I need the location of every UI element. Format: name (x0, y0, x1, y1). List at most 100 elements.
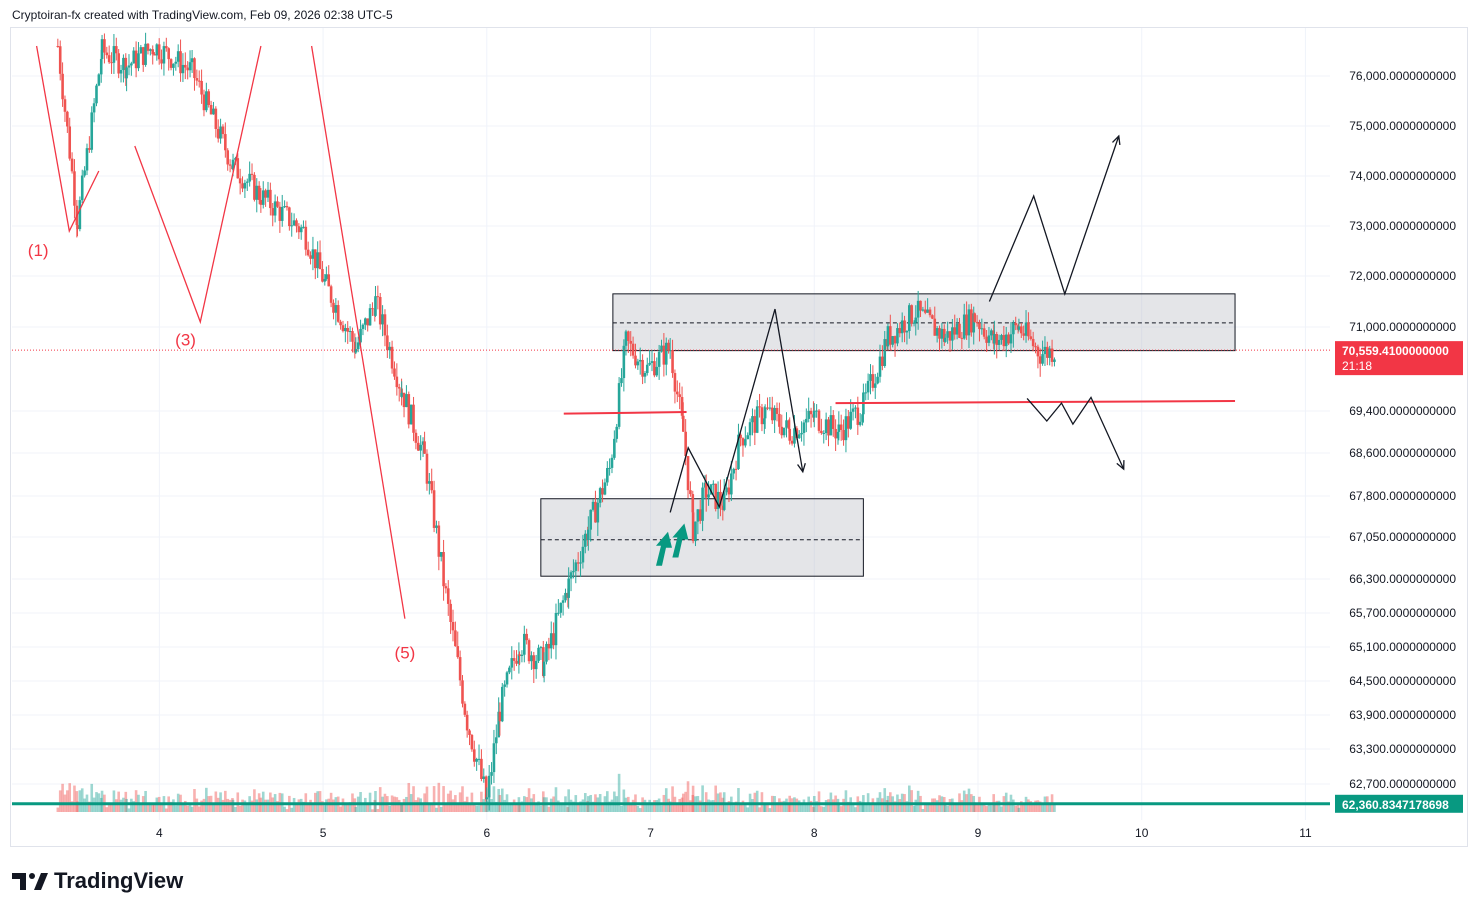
volume-bar (839, 806, 843, 812)
volume-bar (456, 803, 460, 812)
volume-bar (591, 801, 595, 812)
y-tick-label: 69,400.0000000000 (1349, 404, 1456, 418)
candle-body (421, 441, 425, 445)
candle-body (1017, 326, 1021, 330)
volume-bar (285, 809, 289, 812)
candle-body (316, 252, 319, 269)
candle-body (271, 208, 275, 216)
y-tick-label: 68,600.0000000000 (1349, 446, 1456, 460)
candle-body (788, 428, 792, 441)
candle-body (155, 44, 159, 56)
volume-bar (684, 791, 687, 812)
volume-bar (622, 789, 626, 812)
candle-body (505, 672, 509, 685)
candle-body (485, 797, 489, 800)
volume-bar (914, 799, 918, 812)
volume-bar (686, 781, 690, 812)
candle-body (56, 46, 60, 47)
volume-bar (962, 790, 966, 812)
candle-body (188, 62, 192, 71)
candle-body (753, 416, 757, 433)
volume-bar (923, 803, 927, 812)
candle-body (202, 94, 206, 111)
volume-bar (797, 800, 801, 812)
candle-body (451, 621, 455, 631)
candle-body (681, 415, 685, 432)
volume-bar (202, 798, 206, 812)
candle-body (209, 104, 213, 115)
candle-body (978, 323, 981, 330)
candle-body (1038, 356, 1042, 364)
volume-bar (449, 790, 452, 812)
candle-body (898, 328, 902, 334)
volume-bar (119, 799, 123, 812)
candle-body (458, 657, 462, 681)
volume-bar (608, 801, 611, 812)
volume-bar (139, 804, 143, 812)
candle-body (500, 686, 504, 722)
candle-body (470, 734, 474, 750)
volume-bar (572, 801, 575, 812)
candle-body (532, 655, 536, 670)
candle-body (645, 364, 649, 374)
candle-body (923, 309, 927, 313)
candle-body (606, 468, 609, 483)
candle-body (610, 457, 614, 468)
candle-body (243, 182, 247, 189)
candle-body (304, 226, 308, 250)
x-tick-label: 7 (647, 826, 654, 840)
volume-bar (1022, 802, 1025, 812)
candle-body (547, 643, 551, 649)
candle-body (889, 326, 892, 345)
volume-bar (660, 805, 663, 812)
candle-body (805, 418, 808, 423)
candle-body (748, 422, 752, 436)
volume-bar (508, 804, 511, 812)
volume-bar (397, 799, 401, 812)
candle-body (534, 660, 538, 670)
volume-bar (812, 806, 815, 812)
candle-body (881, 356, 884, 366)
candle-body (763, 418, 766, 425)
candle-body (90, 112, 94, 150)
candle-body (696, 509, 700, 522)
candle-body (655, 366, 659, 376)
candle-body (980, 328, 984, 330)
volume-bar (321, 801, 324, 812)
candle-body (719, 491, 722, 506)
candle-body (255, 185, 259, 200)
candle-body (722, 492, 726, 510)
candle-body (302, 226, 305, 228)
volume-bar (90, 783, 94, 812)
candle-body (400, 392, 403, 397)
candle-body (341, 325, 345, 332)
volume-bar (114, 799, 118, 812)
candle-body (802, 422, 806, 433)
candle-body (174, 61, 178, 64)
volume-bar (241, 799, 244, 812)
candle-body (449, 603, 452, 622)
volume-bar (539, 805, 543, 812)
volume-bar (224, 790, 227, 812)
candle-body (1007, 334, 1010, 344)
volume-bar (737, 788, 740, 812)
x-tick-label: 6 (483, 826, 490, 840)
volume-bar (299, 798, 303, 812)
candle-body (137, 53, 140, 69)
volume-bar (547, 806, 551, 812)
candle-body (905, 330, 909, 333)
volume-bar (503, 799, 506, 812)
volume-bar (858, 800, 862, 812)
x-tick-label: 8 (811, 826, 818, 840)
candle-body (709, 484, 713, 495)
candle-body (468, 730, 471, 735)
candle-body (972, 313, 976, 333)
candle-body (236, 158, 240, 179)
volume-bar (181, 804, 185, 812)
candle-body (768, 407, 772, 409)
volume-bar (290, 807, 294, 812)
volume-bar (805, 804, 808, 812)
volume-bar (734, 801, 738, 812)
candle-body (667, 342, 670, 351)
